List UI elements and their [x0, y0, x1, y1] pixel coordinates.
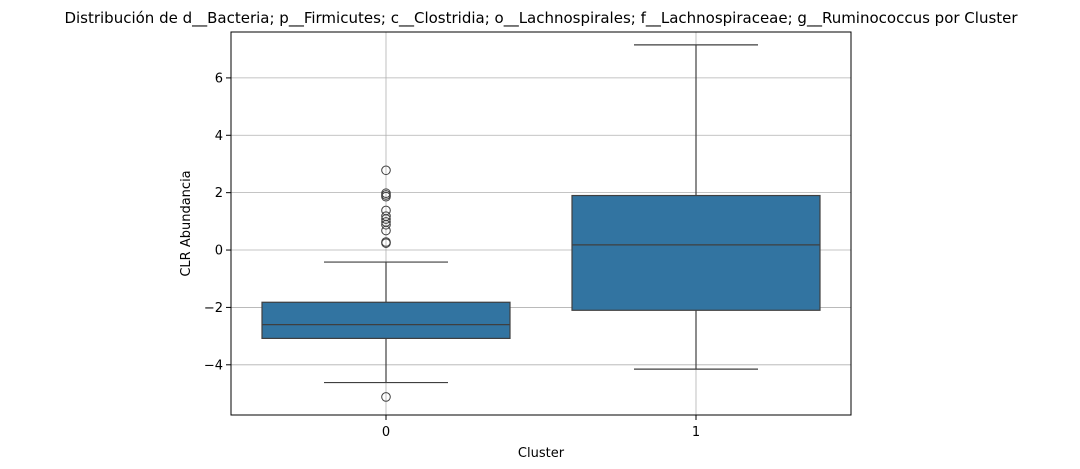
outlier-point: [381, 219, 391, 230]
outlier-point: [381, 191, 391, 202]
y-tick-label: 4: [215, 129, 223, 144]
box-cluster-0: [261, 165, 511, 402]
outlier-point: [381, 165, 391, 176]
outlier-point: [381, 238, 391, 248]
x-tick-label: 0: [382, 425, 390, 440]
chart-title: Distribución de d__Bacteria; p__Firmicut…: [64, 9, 1018, 28]
y-tick-label: −2: [204, 301, 223, 316]
x-tick-label: 1: [692, 425, 700, 440]
interquartile-box: [571, 194, 821, 311]
plot-area-frame: [230, 31, 852, 416]
outlier-point: [381, 225, 391, 236]
x-axis-label: Cluster: [518, 446, 565, 461]
interquartile-box: [261, 301, 511, 339]
y-tick-label: 6: [215, 71, 223, 86]
y-tick-label: −4: [204, 358, 223, 373]
box-series: [261, 44, 821, 402]
box-cluster-1: [571, 44, 821, 370]
y-tick-label: 0: [215, 244, 223, 259]
outlier-point: [381, 392, 391, 402]
axes: −4 −2 0 2 4 6 0 1: [204, 71, 700, 440]
outlier-point: [381, 214, 391, 224]
y-tick-label: 2: [215, 186, 223, 201]
y-axis-label: CLR Abundancia: [179, 170, 194, 276]
